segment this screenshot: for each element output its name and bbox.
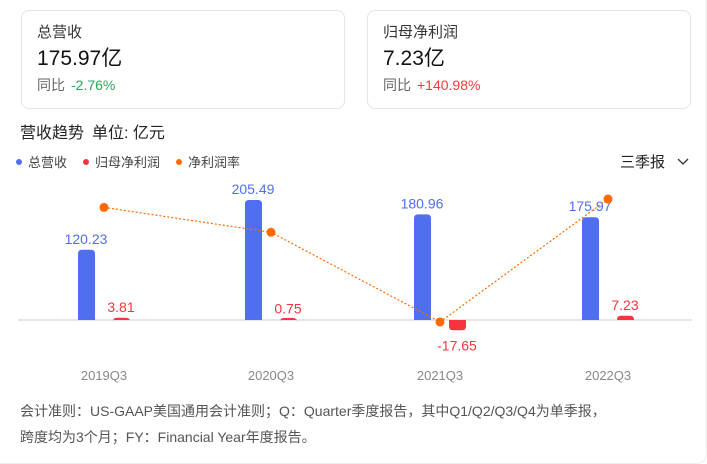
revenue-chart: 120.23 3.81 2019Q3 205.49 0.75 2020Q3 180.96 -1…: [18, 181, 692, 383]
x-tick-label: 2019Q3: [81, 368, 127, 383]
revenue-bar: [414, 214, 431, 320]
card-value: 175.97亿: [37, 47, 123, 70]
revenue-data-label: 175.97: [569, 198, 612, 214]
margin-point: [435, 317, 445, 327]
margin-point: [266, 227, 276, 237]
revenue-card: 总营收 175.97亿 同比 -2.76%: [21, 10, 345, 109]
legend-label: 总营收: [28, 155, 68, 170]
card-title: 总营收: [37, 24, 83, 41]
revenue-data-label: 180.96: [401, 195, 444, 211]
revenue-data-label: 120.23: [65, 231, 108, 247]
revenue-data-label: 205.49: [232, 181, 275, 197]
legend-item-profit[interactable]: 归母净利润: [83, 152, 160, 171]
revenue-bar: [582, 217, 599, 320]
unit-label: 单位: 亿元: [92, 125, 165, 142]
margin-line: [103, 198, 609, 323]
profit-bar: [113, 317, 130, 322]
profit-data-label: 3.81: [107, 299, 134, 315]
legend-label: 净利润率: [188, 155, 241, 170]
yoy-value: +140.98%: [417, 77, 481, 93]
section-title: 营收趋势 单位: 亿元: [20, 119, 173, 143]
profit-bar: [280, 318, 297, 322]
revenue-bar: [78, 249, 95, 320]
profit-data-label: -17.65: [437, 337, 477, 353]
legend-label: 归母净利润: [95, 155, 161, 170]
revenue-bar: [245, 199, 262, 320]
chevron-down-icon: [677, 158, 689, 165]
chart-legend: 总营收 归母净利润 净利润率: [16, 152, 240, 171]
profit-bar: [449, 320, 466, 331]
margin-point: [99, 202, 109, 212]
yoy-label: 同比: [37, 77, 65, 93]
yoy-value: -2.76%: [71, 77, 116, 93]
legend-dot-icon: [16, 158, 22, 165]
net-profit-card: 归母净利润 7.23亿 同比 +140.98%: [367, 10, 691, 109]
x-tick-label: 2021Q3: [417, 368, 463, 383]
period-dropdown[interactable]: 三季报: [620, 151, 689, 172]
x-tick-label: 2020Q3: [248, 368, 294, 383]
section-title-text: 营收趋势: [20, 125, 85, 142]
card-value: 7.23亿: [383, 47, 445, 70]
period-value: 三季报: [619, 154, 665, 171]
yoy-label: 同比: [383, 77, 411, 93]
footnote-line: 跨度均为3个月；FY：Financial Year年度报告。: [20, 429, 316, 445]
legend-item-margin[interactable]: 净利润率: [176, 152, 240, 171]
profit-bar: [617, 315, 634, 320]
x-tick-label: 2022Q3: [585, 368, 631, 383]
legend-dot-icon: [83, 158, 90, 165]
profit-data-label: 7.23: [611, 297, 638, 313]
legend-dot-icon: [176, 158, 183, 165]
footnote: 会计准则：US-GAAP美国通用会计准则；Q：Quarter季度报告，其中Q1/…: [20, 398, 700, 450]
card-title: 归母净利润: [383, 24, 459, 41]
margin-point: [603, 194, 613, 204]
footnote-line: 会计准则：US-GAAP美国通用会计准则；Q：Quarter季度报告，其中Q1/…: [20, 403, 606, 419]
legend-item-revenue[interactable]: 总营收: [16, 152, 67, 171]
profit-data-label: 0.75: [274, 301, 301, 317]
